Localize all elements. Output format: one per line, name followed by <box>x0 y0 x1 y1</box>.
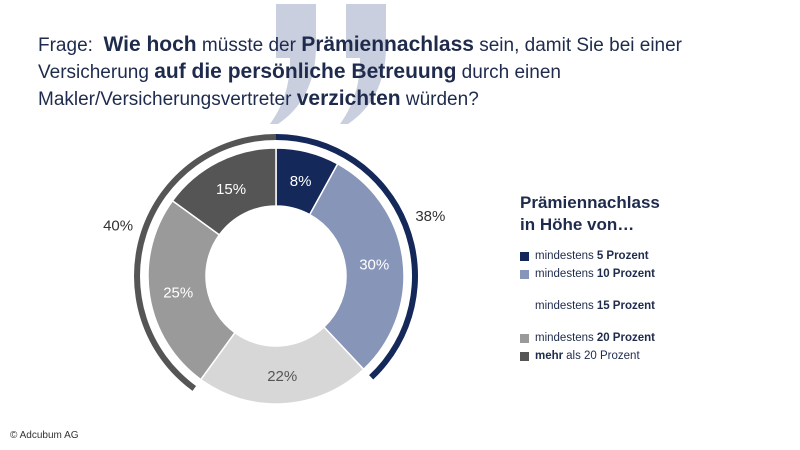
legend-item-value: 10 Prozent <box>596 268 655 280</box>
legend: Prämiennachlass in Höhe von… mindestens … <box>520 192 780 362</box>
legend-title: Prämiennachlass in Höhe von… <box>520 192 780 236</box>
legend-swatch <box>520 269 529 279</box>
legend-item: mindestens 20 Prozent <box>520 332 655 344</box>
copyright-text: © Adcubum AG <box>10 430 79 441</box>
slice-label: 8% <box>290 173 312 190</box>
legend-item-prefix: mindestens <box>535 300 594 312</box>
legend-item: mindestens 15 Prozent <box>520 300 655 312</box>
question-part: müsste der <box>196 35 302 56</box>
slice-label: 30% <box>359 257 389 274</box>
legend-item-prefix: mehr <box>535 350 564 362</box>
legend-swatch <box>520 351 529 361</box>
legend-item-value: als 20 Prozent <box>566 350 640 362</box>
question-label: Frage: <box>38 35 93 56</box>
question-part: auf die persönliche Betreuung <box>154 60 457 83</box>
legend-item-prefix: mindestens <box>535 268 594 280</box>
donut-slice <box>199 325 365 405</box>
slice-label: 25% <box>163 284 193 301</box>
question-part: durch einen Makler/Versicherungsvertrete… <box>38 62 561 110</box>
legend-swatch <box>520 333 529 343</box>
legend-title-line2: in Höhe von… <box>520 215 635 234</box>
donut-slice <box>171 147 277 236</box>
quote-marks-icon <box>270 4 386 124</box>
legend-swatch <box>520 301 529 311</box>
legend-item: mehr als 20 Prozent <box>520 350 640 362</box>
group-total-label: 38% <box>415 208 445 225</box>
legend-item-value: 5 Prozent <box>596 250 649 262</box>
legend-item: mindestens 5 Prozent <box>520 250 649 262</box>
legend-item-value: 15 Prozent <box>596 300 655 312</box>
group-total-label: 40% <box>103 218 133 235</box>
legend-item-value: 20 Prozent <box>596 332 655 344</box>
donut-slice <box>308 162 405 371</box>
donut-slice <box>147 199 236 381</box>
question-part: würden? <box>400 89 479 110</box>
legend-item-prefix: mindestens <box>535 332 594 344</box>
question-part: Wie hoch <box>103 33 197 56</box>
legend-item-prefix: mindestens <box>535 250 594 262</box>
legend-swatch <box>520 251 529 261</box>
question-part: sein, damit Sie bei einer Versicherung <box>38 35 683 83</box>
question-text: Frage: Wie hoch müsste der Prämiennachla… <box>38 32 758 113</box>
legend-item: mindestens 10 Prozent <box>520 268 655 280</box>
slice-label: 22% <box>267 368 297 385</box>
question-part: verzichten <box>296 87 401 110</box>
question-part: Prämiennachlass <box>301 33 474 56</box>
slice-label: 15% <box>216 181 246 198</box>
legend-title-line1: Prämiennachlass <box>520 193 660 212</box>
